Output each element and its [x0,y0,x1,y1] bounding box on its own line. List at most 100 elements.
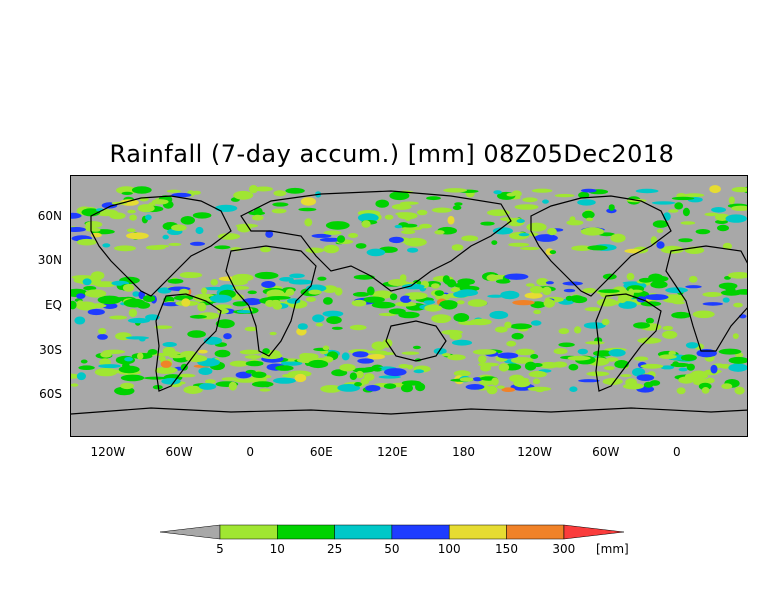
rain-patch [727,272,747,279]
rain-patch [253,186,273,192]
rain-patch [308,289,322,295]
rain-patch [644,294,669,301]
rain-patch [245,360,264,367]
rain-patch [578,191,590,199]
rain-patch [674,202,684,210]
rain-patch [388,236,404,244]
rain-patch [656,241,665,249]
rain-patch [636,374,655,381]
rain-patch [645,317,655,324]
rain-patch [389,191,410,201]
rain-patch [508,242,530,247]
rain-patch [98,364,121,369]
rain-patch [581,188,597,193]
rain-patch [179,272,197,278]
rain-patch [161,378,181,385]
rain-patch [317,276,327,281]
rain-patch [192,212,212,219]
rain-patch [371,301,396,309]
rain-patch [542,286,552,296]
rain-patch [244,192,254,198]
rain-patch [162,342,177,347]
rain-patch [578,379,600,383]
rain-patch [451,244,464,251]
rain-patch [357,213,379,223]
lat-tick-label: 60S [39,387,62,402]
colorbar-bin [219,524,278,540]
rain-patch [195,226,204,235]
rain-patch [325,221,350,230]
rain-patch [678,238,693,243]
rain-patch [201,287,208,295]
rain-patch [322,345,330,351]
rain-patch [553,348,568,355]
colorbar-tick-label: 10 [269,542,285,556]
rain-patch [162,234,169,240]
rain-patch [319,237,343,242]
rain-patch [171,192,192,198]
rain-patch [198,367,213,375]
rain-patch [90,228,101,232]
rain-patch [125,336,149,340]
rain-patch [722,297,730,303]
rain-patch [506,192,516,197]
rain-patch [511,332,524,340]
rain-patch [480,221,495,226]
rain-patch [504,321,512,329]
rain-patch [353,274,375,280]
rain-patch [402,283,425,290]
rain-patch [399,201,419,205]
rain-patch [495,326,508,333]
rain-patch [668,209,679,213]
rain-patch [71,383,79,387]
rain-patch [109,315,128,320]
rain-patch [605,357,619,362]
rain-patch [731,205,747,211]
rain-patch [323,230,342,235]
antarctica-outline [71,407,747,415]
rain-patch [104,369,121,374]
rain-patch [384,368,407,377]
rain-patch [504,273,529,280]
rain-patch [652,220,669,228]
rain-patch [349,324,367,331]
rain-patch [704,212,719,217]
rain-patch [500,290,520,300]
colorbar-under-arrow [160,524,221,540]
rain-patch [83,286,97,291]
rain-patch [232,286,250,290]
rain-patch [394,301,417,307]
rain-patch [404,237,427,247]
rain-patch [401,229,416,235]
rain-patch [74,316,86,325]
rain-patch [322,310,344,317]
rain-patch [223,333,232,340]
rain-patch [582,210,595,219]
rain-patch [633,322,651,329]
rain-patch [120,382,134,390]
rain-patch [617,295,627,303]
rain-patch [323,244,340,254]
rain-patch [248,211,266,216]
rain-patch [433,348,447,355]
rain-patch [512,300,535,306]
rain-patch [447,215,455,225]
map-title: Rainfall (7-day accum.) [mm] 08Z05Dec201… [109,140,675,168]
rain-patch [154,325,173,329]
rain-patch [331,326,343,330]
rain-patch [510,357,534,364]
rain-patch [126,228,136,233]
rain-patch [457,289,478,297]
rain-patch [434,290,444,296]
rain-patch [577,348,588,355]
rain-patch [453,370,471,377]
rain-patch [545,281,554,285]
rain-patch [389,293,398,301]
rain-patch [378,375,401,379]
rain-patch [122,362,130,369]
lon-tick-label: 60W [592,445,620,459]
rain-patch [498,363,510,372]
rain-patch [722,242,733,250]
rain-patch [732,333,739,339]
rain-patch [288,279,313,285]
